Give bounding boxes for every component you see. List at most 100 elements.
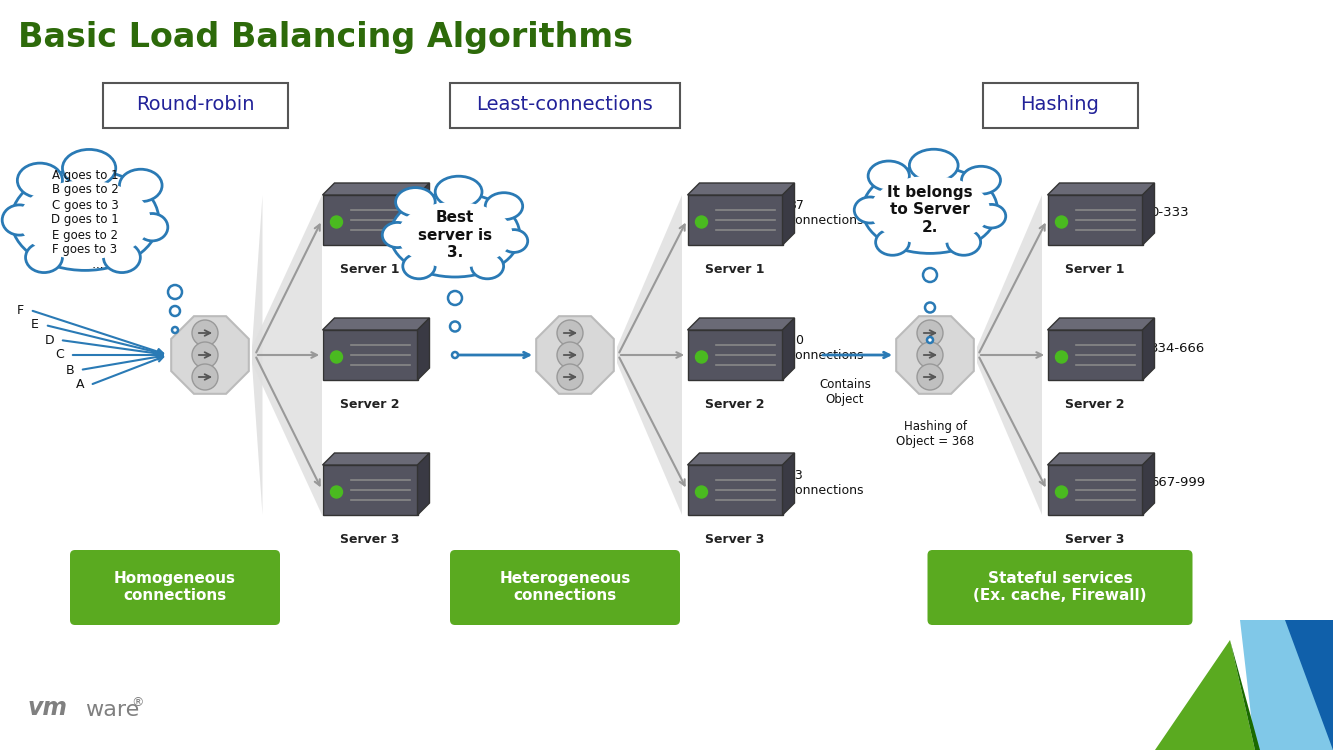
FancyBboxPatch shape [103, 82, 288, 128]
Text: A: A [76, 379, 84, 392]
Ellipse shape [876, 230, 909, 255]
Text: Hashing of
Object = 368: Hashing of Object = 368 [896, 420, 974, 448]
Ellipse shape [854, 197, 885, 223]
Polygon shape [688, 330, 782, 380]
Polygon shape [1048, 195, 1142, 245]
Circle shape [448, 291, 463, 305]
Text: 334-666: 334-666 [1150, 341, 1205, 355]
Circle shape [171, 306, 180, 316]
Polygon shape [688, 195, 782, 245]
Text: 667-999: 667-999 [1150, 476, 1205, 490]
Circle shape [917, 320, 942, 346]
Ellipse shape [862, 166, 997, 254]
Polygon shape [417, 183, 429, 245]
Polygon shape [536, 316, 613, 394]
Polygon shape [896, 316, 974, 394]
Text: Server 3: Server 3 [1065, 533, 1125, 546]
Ellipse shape [3, 205, 36, 235]
Circle shape [557, 320, 583, 346]
Ellipse shape [17, 163, 63, 198]
Text: Server 1: Server 1 [1065, 263, 1125, 276]
Text: ®: ® [131, 697, 144, 709]
Polygon shape [1048, 318, 1154, 330]
Polygon shape [782, 183, 794, 245]
Polygon shape [1142, 183, 1154, 245]
Polygon shape [1048, 453, 1154, 465]
Polygon shape [1285, 620, 1333, 750]
Circle shape [925, 302, 934, 313]
Circle shape [331, 486, 343, 498]
Text: 13
connections: 13 connections [788, 469, 864, 497]
Polygon shape [688, 183, 794, 195]
Polygon shape [782, 453, 794, 515]
Text: Server 2: Server 2 [705, 398, 765, 411]
Text: ware: ware [85, 700, 139, 720]
Circle shape [926, 337, 933, 343]
Text: Homogeneous
connections: Homogeneous connections [115, 571, 236, 603]
Text: A goes to 1
B goes to 2
C goes to 3
D goes to 1
E goes to 2
F goes to 3
       .: A goes to 1 B goes to 2 C goes to 3 D go… [51, 169, 119, 272]
Circle shape [172, 327, 179, 333]
Text: Server 1: Server 1 [340, 263, 400, 276]
Circle shape [331, 351, 343, 363]
Circle shape [922, 268, 937, 282]
Ellipse shape [104, 242, 140, 272]
Text: 0-333: 0-333 [1150, 206, 1189, 220]
Polygon shape [688, 318, 794, 330]
Ellipse shape [20, 181, 151, 260]
Ellipse shape [120, 170, 163, 202]
Ellipse shape [471, 254, 504, 279]
Polygon shape [323, 183, 429, 195]
Text: vm: vm [28, 696, 68, 720]
Polygon shape [323, 330, 417, 380]
Polygon shape [977, 195, 1042, 515]
Circle shape [452, 352, 459, 358]
Polygon shape [417, 453, 429, 515]
FancyBboxPatch shape [982, 82, 1137, 128]
Polygon shape [1048, 183, 1154, 195]
Polygon shape [323, 195, 417, 245]
Polygon shape [1154, 640, 1254, 750]
Polygon shape [688, 453, 794, 465]
Circle shape [557, 342, 583, 368]
Text: Server 2: Server 2 [1065, 398, 1125, 411]
Text: 50
connections: 50 connections [788, 334, 864, 362]
Circle shape [192, 364, 219, 390]
Circle shape [192, 342, 219, 368]
Polygon shape [1048, 330, 1142, 380]
Polygon shape [417, 318, 429, 380]
Ellipse shape [946, 230, 981, 255]
Text: Contains
Object: Contains Object [818, 378, 870, 406]
Text: Heterogeneous
connections: Heterogeneous connections [500, 571, 631, 603]
Polygon shape [782, 318, 794, 380]
Circle shape [168, 285, 183, 299]
Polygon shape [1240, 620, 1333, 750]
Circle shape [331, 216, 343, 228]
Ellipse shape [383, 223, 412, 248]
Polygon shape [171, 316, 249, 394]
Text: Round-robin: Round-robin [136, 95, 255, 115]
Ellipse shape [977, 205, 1006, 228]
Text: B: B [65, 364, 75, 376]
Text: Least-connections: Least-connections [477, 95, 653, 115]
Polygon shape [252, 195, 263, 515]
Text: Server 1: Server 1 [705, 263, 765, 276]
FancyBboxPatch shape [71, 550, 280, 625]
Ellipse shape [397, 202, 513, 268]
Polygon shape [323, 465, 417, 515]
Text: It belongs
to Server
2.: It belongs to Server 2. [888, 185, 973, 235]
Ellipse shape [870, 176, 990, 244]
Polygon shape [688, 465, 782, 515]
Circle shape [557, 364, 583, 390]
Ellipse shape [403, 254, 435, 279]
Polygon shape [252, 195, 323, 515]
Text: Stateful services
(Ex. cache, Firewall): Stateful services (Ex. cache, Firewall) [973, 571, 1146, 603]
Ellipse shape [961, 166, 1001, 194]
Polygon shape [1142, 453, 1154, 515]
Text: 37
connections: 37 connections [788, 199, 864, 227]
Text: Server 3: Server 3 [705, 533, 765, 546]
Circle shape [917, 364, 942, 390]
Circle shape [451, 322, 460, 332]
FancyBboxPatch shape [928, 550, 1193, 625]
Ellipse shape [137, 214, 168, 241]
Circle shape [696, 486, 708, 498]
